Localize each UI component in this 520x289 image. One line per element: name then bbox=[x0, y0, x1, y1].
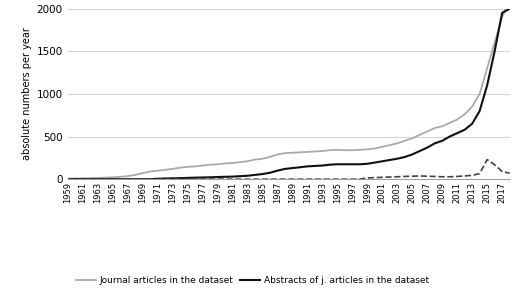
Y-axis label: absolute numbers per year: absolute numbers per year bbox=[22, 27, 32, 160]
Journal articles in the dataset bbox=[506, 0, 513, 2]
Journal articles in the dataset bbox=[64, 177, 71, 181]
abstracts in book series bbox=[139, 177, 146, 181]
abstracts in book series bbox=[506, 171, 513, 175]
Journal articles in the dataset bbox=[214, 162, 220, 166]
abstracts in book series bbox=[64, 177, 71, 181]
Line: Abstracts of j. articles in the dataset: Abstracts of j. articles in the dataset bbox=[68, 9, 510, 179]
abstracts in book series bbox=[342, 177, 348, 181]
Abstracts of j. articles in the dataset bbox=[177, 176, 183, 180]
Journal articles in the dataset bbox=[342, 149, 348, 152]
Abstracts of j. articles in the dataset bbox=[139, 177, 146, 181]
Abstracts of j. articles in the dataset bbox=[64, 177, 71, 181]
Journal articles in the dataset bbox=[207, 163, 213, 166]
Journal articles in the dataset bbox=[192, 165, 198, 168]
abstracts in book series bbox=[484, 158, 490, 161]
Journal articles in the dataset bbox=[139, 171, 146, 175]
Abstracts of j. articles in the dataset bbox=[214, 175, 220, 179]
Abstracts of j. articles in the dataset bbox=[192, 176, 198, 179]
Abstracts of j. articles in the dataset bbox=[342, 162, 348, 166]
Journal articles in the dataset bbox=[177, 166, 183, 169]
abstracts in book series bbox=[192, 177, 198, 181]
abstracts in book series bbox=[177, 177, 183, 181]
Line: Journal articles in the dataset: Journal articles in the dataset bbox=[68, 0, 510, 179]
abstracts in book series bbox=[207, 177, 213, 181]
abstracts in book series bbox=[214, 177, 220, 181]
Abstracts of j. articles in the dataset bbox=[207, 176, 213, 179]
Line: abstracts in book series: abstracts in book series bbox=[68, 160, 510, 179]
Abstracts of j. articles in the dataset bbox=[506, 7, 513, 10]
